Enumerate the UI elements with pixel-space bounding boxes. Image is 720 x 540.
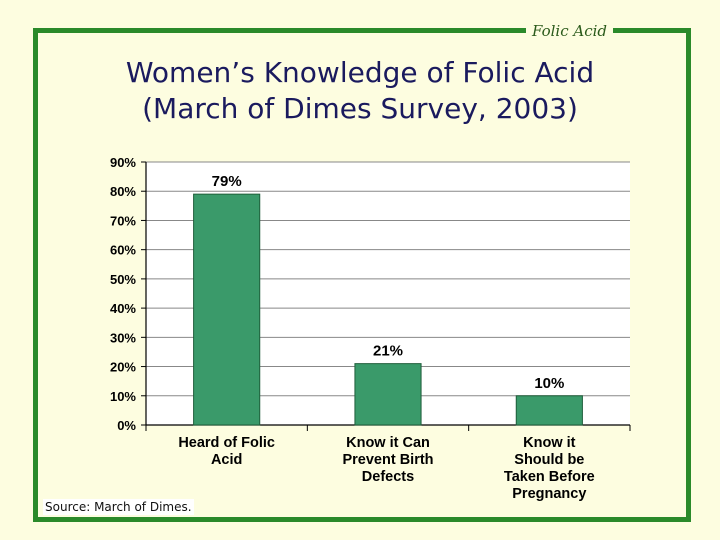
data-label: 10%	[534, 375, 564, 392]
y-tick-label: 60%	[110, 243, 136, 258]
y-tick-label: 40%	[110, 301, 136, 316]
y-tick-label: 90%	[110, 155, 136, 170]
category-label: Taken Before	[504, 469, 595, 485]
category-label: Know it Can	[346, 435, 430, 451]
source-note: Source: March of Dimes.	[43, 499, 194, 515]
y-tick-label: 20%	[110, 360, 136, 375]
title-line-2: (March of Dimes Survey, 2003)	[142, 92, 578, 125]
corner-label: Folic Acid	[526, 20, 614, 42]
y-tick-label: 50%	[110, 272, 136, 287]
title-line-1: Women’s Knowledge of Folic Acid	[125, 56, 595, 89]
category-label: Heard of Folic	[178, 435, 275, 451]
y-tick-label: 10%	[110, 389, 136, 404]
category-label: Know it	[523, 435, 576, 451]
category-label: Acid	[211, 452, 242, 468]
bar	[354, 363, 422, 426]
category-label: Defects	[362, 469, 414, 485]
bar	[515, 395, 583, 426]
category-label: Prevent Birth	[342, 452, 433, 468]
y-tick-label: 80%	[110, 184, 136, 199]
y-tick-label: 70%	[110, 213, 136, 228]
category-label: Should be	[514, 452, 584, 468]
data-label: 79%	[212, 173, 242, 190]
bar	[193, 193, 261, 426]
slide-title: Women’s Knowledge of Folic Acid (March o…	[40, 55, 680, 127]
category-label: Pregnancy	[512, 486, 586, 502]
y-tick-label: 0%	[117, 418, 136, 433]
data-label: 21%	[373, 343, 403, 360]
y-tick-label: 30%	[110, 330, 136, 345]
